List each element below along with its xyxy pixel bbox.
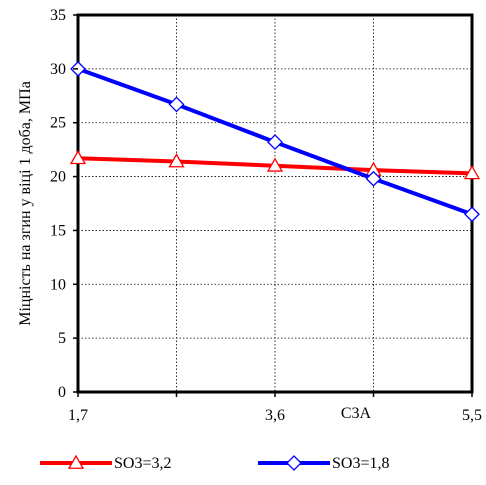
- data-point: [69, 149, 87, 165]
- data-point: [267, 134, 283, 151]
- series-1: [69, 149, 481, 180]
- y-axis-title: Міцність на згин у віці 1 доба, МПа: [17, 81, 34, 326]
- y-tick-label: 5: [58, 330, 66, 347]
- grid: [78, 15, 472, 392]
- data-point: [365, 170, 382, 187]
- data-point: [168, 153, 185, 168]
- data-point: [168, 96, 185, 113]
- y-tick-label: 25: [50, 115, 66, 132]
- data-point: [266, 157, 284, 172]
- legend-item: SO3=1,8: [258, 455, 389, 472]
- y-tick-label: 30: [50, 61, 66, 78]
- y-axis-ticks: 0 5 10 15 20 25 30 35: [50, 7, 78, 401]
- legend-item: SO3=3,2: [40, 454, 171, 472]
- x-tick-label: 5,5: [462, 407, 482, 424]
- series-2: [70, 60, 480, 223]
- data-point: [464, 206, 480, 223]
- legend-label: SO3=3,2: [114, 455, 171, 472]
- y-tick-label: 35: [50, 7, 66, 24]
- x-tick-label: 1,7: [68, 407, 88, 424]
- legend-label: SO3=1,8: [332, 455, 389, 472]
- x-axis-ticks: 1,7 3,6 5,5: [68, 392, 482, 424]
- legend: SO3=3,2 SO3=1,8: [40, 454, 389, 472]
- legend-marker: [286, 455, 302, 471]
- y-tick-label: 20: [50, 169, 66, 186]
- legend-marker: [67, 454, 85, 469]
- data-point: [463, 165, 481, 180]
- y-tick-label: 0: [58, 384, 66, 401]
- x-axis-title: C3A: [341, 405, 372, 422]
- y-tick-label: 15: [50, 222, 66, 239]
- series-group: [69, 60, 481, 223]
- y-tick-label: 10: [50, 276, 66, 293]
- x-tick-label: 3,6: [265, 407, 285, 424]
